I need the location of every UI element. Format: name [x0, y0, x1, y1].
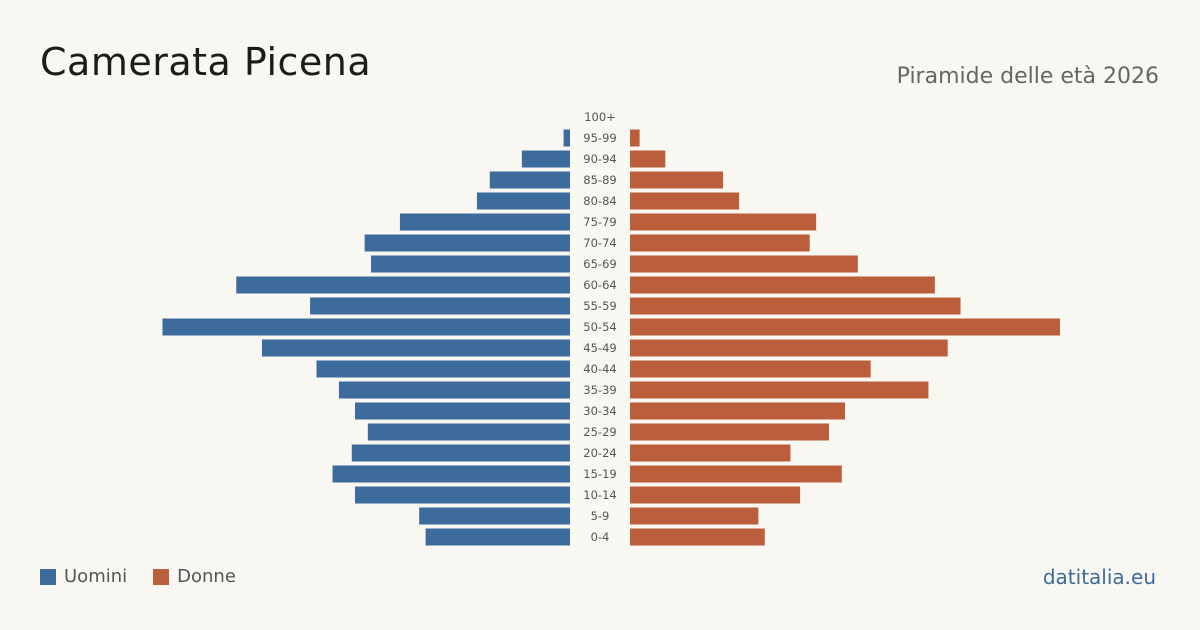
bar-men-15-19	[332, 465, 570, 483]
legend-label-women: Donne	[177, 566, 236, 587]
bar-men-50-54	[162, 318, 570, 336]
bar-women-75-79	[630, 213, 817, 231]
legend-item-women: Donne	[153, 566, 236, 587]
bar-men-25-29	[367, 423, 570, 441]
bar-men-45-49	[261, 339, 570, 357]
bar-women-20-24	[630, 444, 791, 462]
age-label-5-9: 5-9	[591, 509, 610, 523]
bar-women-5-9	[630, 507, 759, 525]
bar-men-35-39	[338, 381, 570, 399]
bar-women-50-54	[630, 318, 1060, 336]
bar-women-25-29	[630, 423, 829, 441]
age-label-20-24: 20-24	[583, 446, 616, 460]
bar-men-90-94	[521, 150, 570, 168]
bar-women-85-89	[630, 171, 724, 189]
bar-men-70-74	[364, 234, 570, 252]
bar-men-80-84	[476, 192, 570, 210]
bar-women-80-84	[630, 192, 740, 210]
legend-swatch-men	[40, 568, 56, 585]
age-label-70-74: 70-74	[583, 236, 616, 250]
age-label-10-14: 10-14	[583, 488, 616, 502]
bar-women-95-99	[630, 129, 640, 147]
bar-women-65-69	[630, 255, 858, 273]
age-label-85-89: 85-89	[583, 173, 616, 187]
bar-women-60-64	[630, 276, 935, 294]
bar-women-30-34	[630, 402, 845, 420]
bar-men-5-9	[419, 507, 570, 525]
chart-subtitle: Piramide delle età 2026	[896, 64, 1159, 89]
age-label-60-64: 60-64	[583, 278, 616, 292]
bar-men-20-24	[351, 444, 570, 462]
legend-item-men: Uomini	[40, 566, 127, 587]
age-label-0-4: 0-4	[591, 530, 610, 544]
age-label-25-29: 25-29	[583, 425, 616, 439]
legend-swatch-women	[153, 568, 170, 585]
bar-women-0-4	[630, 528, 765, 546]
bar-men-95-99	[563, 129, 570, 147]
bar-men-40-44	[316, 360, 570, 378]
age-label-15-19: 15-19	[583, 467, 616, 481]
bar-women-55-59	[630, 297, 961, 315]
age-label-35-39: 35-39	[583, 383, 616, 397]
legend-label-men: Uomini	[64, 566, 128, 587]
age-label-30-34: 30-34	[583, 404, 616, 418]
age-label-65-69: 65-69	[583, 257, 616, 271]
age-label-95-99: 95-99	[583, 131, 616, 145]
legend: Uomini Donne	[40, 566, 262, 587]
bar-men-0-4	[425, 528, 570, 546]
bar-women-70-74	[630, 234, 810, 252]
bar-women-15-19	[630, 465, 842, 483]
bar-men-10-14	[355, 486, 570, 504]
source-link[interactable]: datitalia.eu	[1042, 565, 1156, 589]
bar-men-75-79	[399, 213, 570, 231]
age-label-40-44: 40-44	[583, 362, 616, 376]
age-label-90-94: 90-94	[583, 152, 616, 166]
age-label-45-49: 45-49	[583, 341, 616, 355]
age-label-55-59: 55-59	[583, 299, 616, 313]
bar-women-40-44	[630, 360, 871, 378]
age-label-75-79: 75-79	[583, 215, 616, 229]
bar-men-65-69	[371, 255, 570, 273]
bar-women-10-14	[630, 486, 801, 504]
page-title: Camerata Picena	[40, 40, 372, 84]
age-label-100+: 100+	[584, 110, 616, 124]
bar-women-35-39	[630, 381, 929, 399]
bar-women-45-49	[630, 339, 948, 357]
bar-men-85-89	[489, 171, 570, 189]
age-label-50-54: 50-54	[583, 320, 616, 334]
bar-women-90-94	[630, 150, 666, 168]
age-label-80-84: 80-84	[583, 194, 616, 208]
bar-men-60-64	[236, 276, 570, 294]
bar-men-55-59	[310, 297, 570, 315]
bar-men-30-34	[355, 402, 570, 420]
